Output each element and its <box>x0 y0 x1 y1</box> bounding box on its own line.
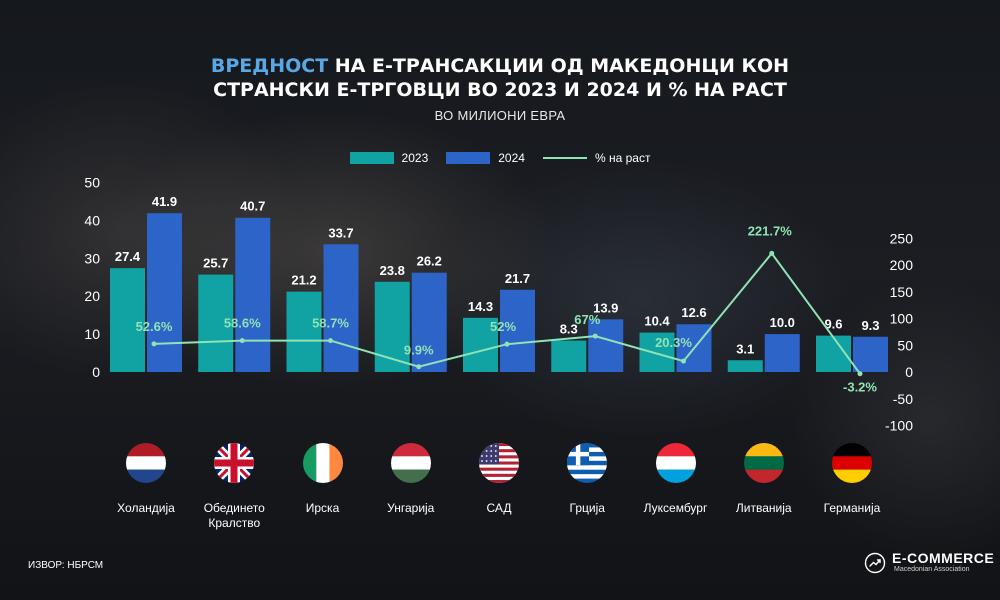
growth-point <box>857 371 863 377</box>
legend-swatch-growth <box>542 157 587 159</box>
data-label-2024: 40.7 <box>240 199 265 214</box>
growth-data-label: 58.7% <box>312 316 349 331</box>
y-left-tick-label: 30 <box>84 250 100 266</box>
data-label-2023: 3.1 <box>736 341 754 356</box>
title-line-2: СТРАНСКИ Е-ТРГОВЦИ ВО 2023 И 2024 И % НА… <box>213 79 787 101</box>
y-left-tick-label: 40 <box>84 212 100 228</box>
bar-2023 <box>110 268 145 372</box>
y-right-tick-label: 100 <box>890 311 914 327</box>
bar-2024 <box>853 336 888 372</box>
growth-data-label: 52% <box>490 319 516 334</box>
growth-point <box>769 250 775 256</box>
growth-data-label: 58.6% <box>224 316 261 331</box>
data-label-2023: 10.4 <box>644 314 670 329</box>
source-note: ИЗВОР: НБРСМ <box>28 560 104 571</box>
legend-item-2024: 2024 <box>446 151 525 165</box>
chart-legend: 2023 2024 % на раст <box>0 151 1000 165</box>
bar-2024 <box>500 289 535 372</box>
growth-data-label: 9.9% <box>404 343 434 358</box>
y-right-tick-label: 50 <box>897 337 913 353</box>
bar-2024 <box>764 334 800 372</box>
chart-subtitle: ВО МИЛИОНИ ЕВРА <box>434 108 566 123</box>
legend-label-growth: % на раст <box>594 151 651 165</box>
data-label-2023: 8.3 <box>560 322 578 337</box>
growth-point <box>151 341 157 347</box>
growth-point <box>416 364 422 370</box>
y-left-tick-label: 0 <box>92 364 100 380</box>
bar-2023 <box>286 291 322 372</box>
data-label-2023: 21.2 <box>291 273 316 288</box>
growth-data-label: 20.3% <box>655 335 692 350</box>
y-right-tick-label: 0 <box>905 364 913 380</box>
data-label-2023: 9.6 <box>824 317 842 332</box>
data-label-2024: 21.7 <box>505 271 530 286</box>
data-label-2024: 33.7 <box>328 225 353 240</box>
bar-2024 <box>147 213 182 372</box>
data-label-2024: 10.0 <box>770 315 795 330</box>
y-left-tick-label: 20 <box>84 288 100 304</box>
legend-item-growth: % на раст <box>542 151 651 165</box>
growth-data-label: 52.6% <box>136 319 173 334</box>
legend-item-2023: 2023 <box>349 151 429 165</box>
legend-label-2023: 2023 <box>401 151 429 165</box>
bar-2023 <box>198 274 234 372</box>
bar-2023 <box>463 317 498 372</box>
y-right-tick-label: -50 <box>893 391 913 407</box>
data-label-2024: 13.9 <box>593 300 618 315</box>
y-right-tick-label: 200 <box>890 257 914 273</box>
y-right-tick-label: 150 <box>890 284 914 300</box>
data-label-2024: 12.6 <box>681 305 706 320</box>
brand-icon <box>864 552 886 573</box>
data-label-2024: 26.2 <box>417 254 442 269</box>
growth-point <box>592 333 598 339</box>
y-right-tick-label: 250 <box>890 230 914 246</box>
legend-label-2024: 2024 <box>498 151 525 165</box>
bar-2023 <box>374 281 410 372</box>
bar-2024 <box>411 272 447 372</box>
legend-swatch-2023 <box>349 152 394 164</box>
growth-point <box>239 338 245 344</box>
growth-point <box>504 341 510 347</box>
bar-2023 <box>639 332 675 372</box>
y-left-tick-label: 10 <box>84 326 100 342</box>
bar-2023 <box>727 360 763 372</box>
brand-logo: E-COMMERCE Macedonian Association <box>864 551 994 574</box>
data-label-2024: 9.3 <box>861 318 879 333</box>
data-label-2023: 27.4 <box>115 249 141 264</box>
brand-name: E-COMMERCE <box>892 550 995 566</box>
title-line-1-rest: НА Е-ТРАНСАКЦИИ ОД МАКЕДОНЦИ КОН <box>328 55 790 77</box>
growth-data-label: 221.7% <box>748 223 793 238</box>
bar-2023 <box>551 340 587 372</box>
brand-subtitle: Macedonian Association <box>894 566 970 573</box>
growth-point <box>328 338 333 344</box>
title-line-1: ВРЕДНОСТ НА Е-ТРАНСАКЦИИ ОД МАКЕДОНЦИ КО… <box>0 54 1000 78</box>
legend-swatch-2024 <box>446 152 491 164</box>
title-accent: ВРЕДНОСТ <box>210 55 329 77</box>
bar-2024 <box>235 217 271 372</box>
data-label-2024: 41.9 <box>152 194 177 209</box>
data-label-2023: 23.8 <box>380 263 405 278</box>
bar-2024 <box>323 244 359 372</box>
bar-2024 <box>588 319 624 372</box>
y-left-tick-label: 50 <box>84 175 100 191</box>
growth-point <box>681 358 686 364</box>
growth-data-label: 67% <box>574 312 600 327</box>
data-label-2023: 14.3 <box>468 299 493 314</box>
y-right-tick-label: -100 <box>885 418 913 434</box>
data-label-2023: 25.7 <box>203 256 228 271</box>
chart-title: ВРЕДНОСТ НА Е-ТРАНСАКЦИИ ОД МАКЕДОНЦИ КО… <box>0 54 1000 102</box>
growth-data-label: -3.2% <box>843 380 877 395</box>
